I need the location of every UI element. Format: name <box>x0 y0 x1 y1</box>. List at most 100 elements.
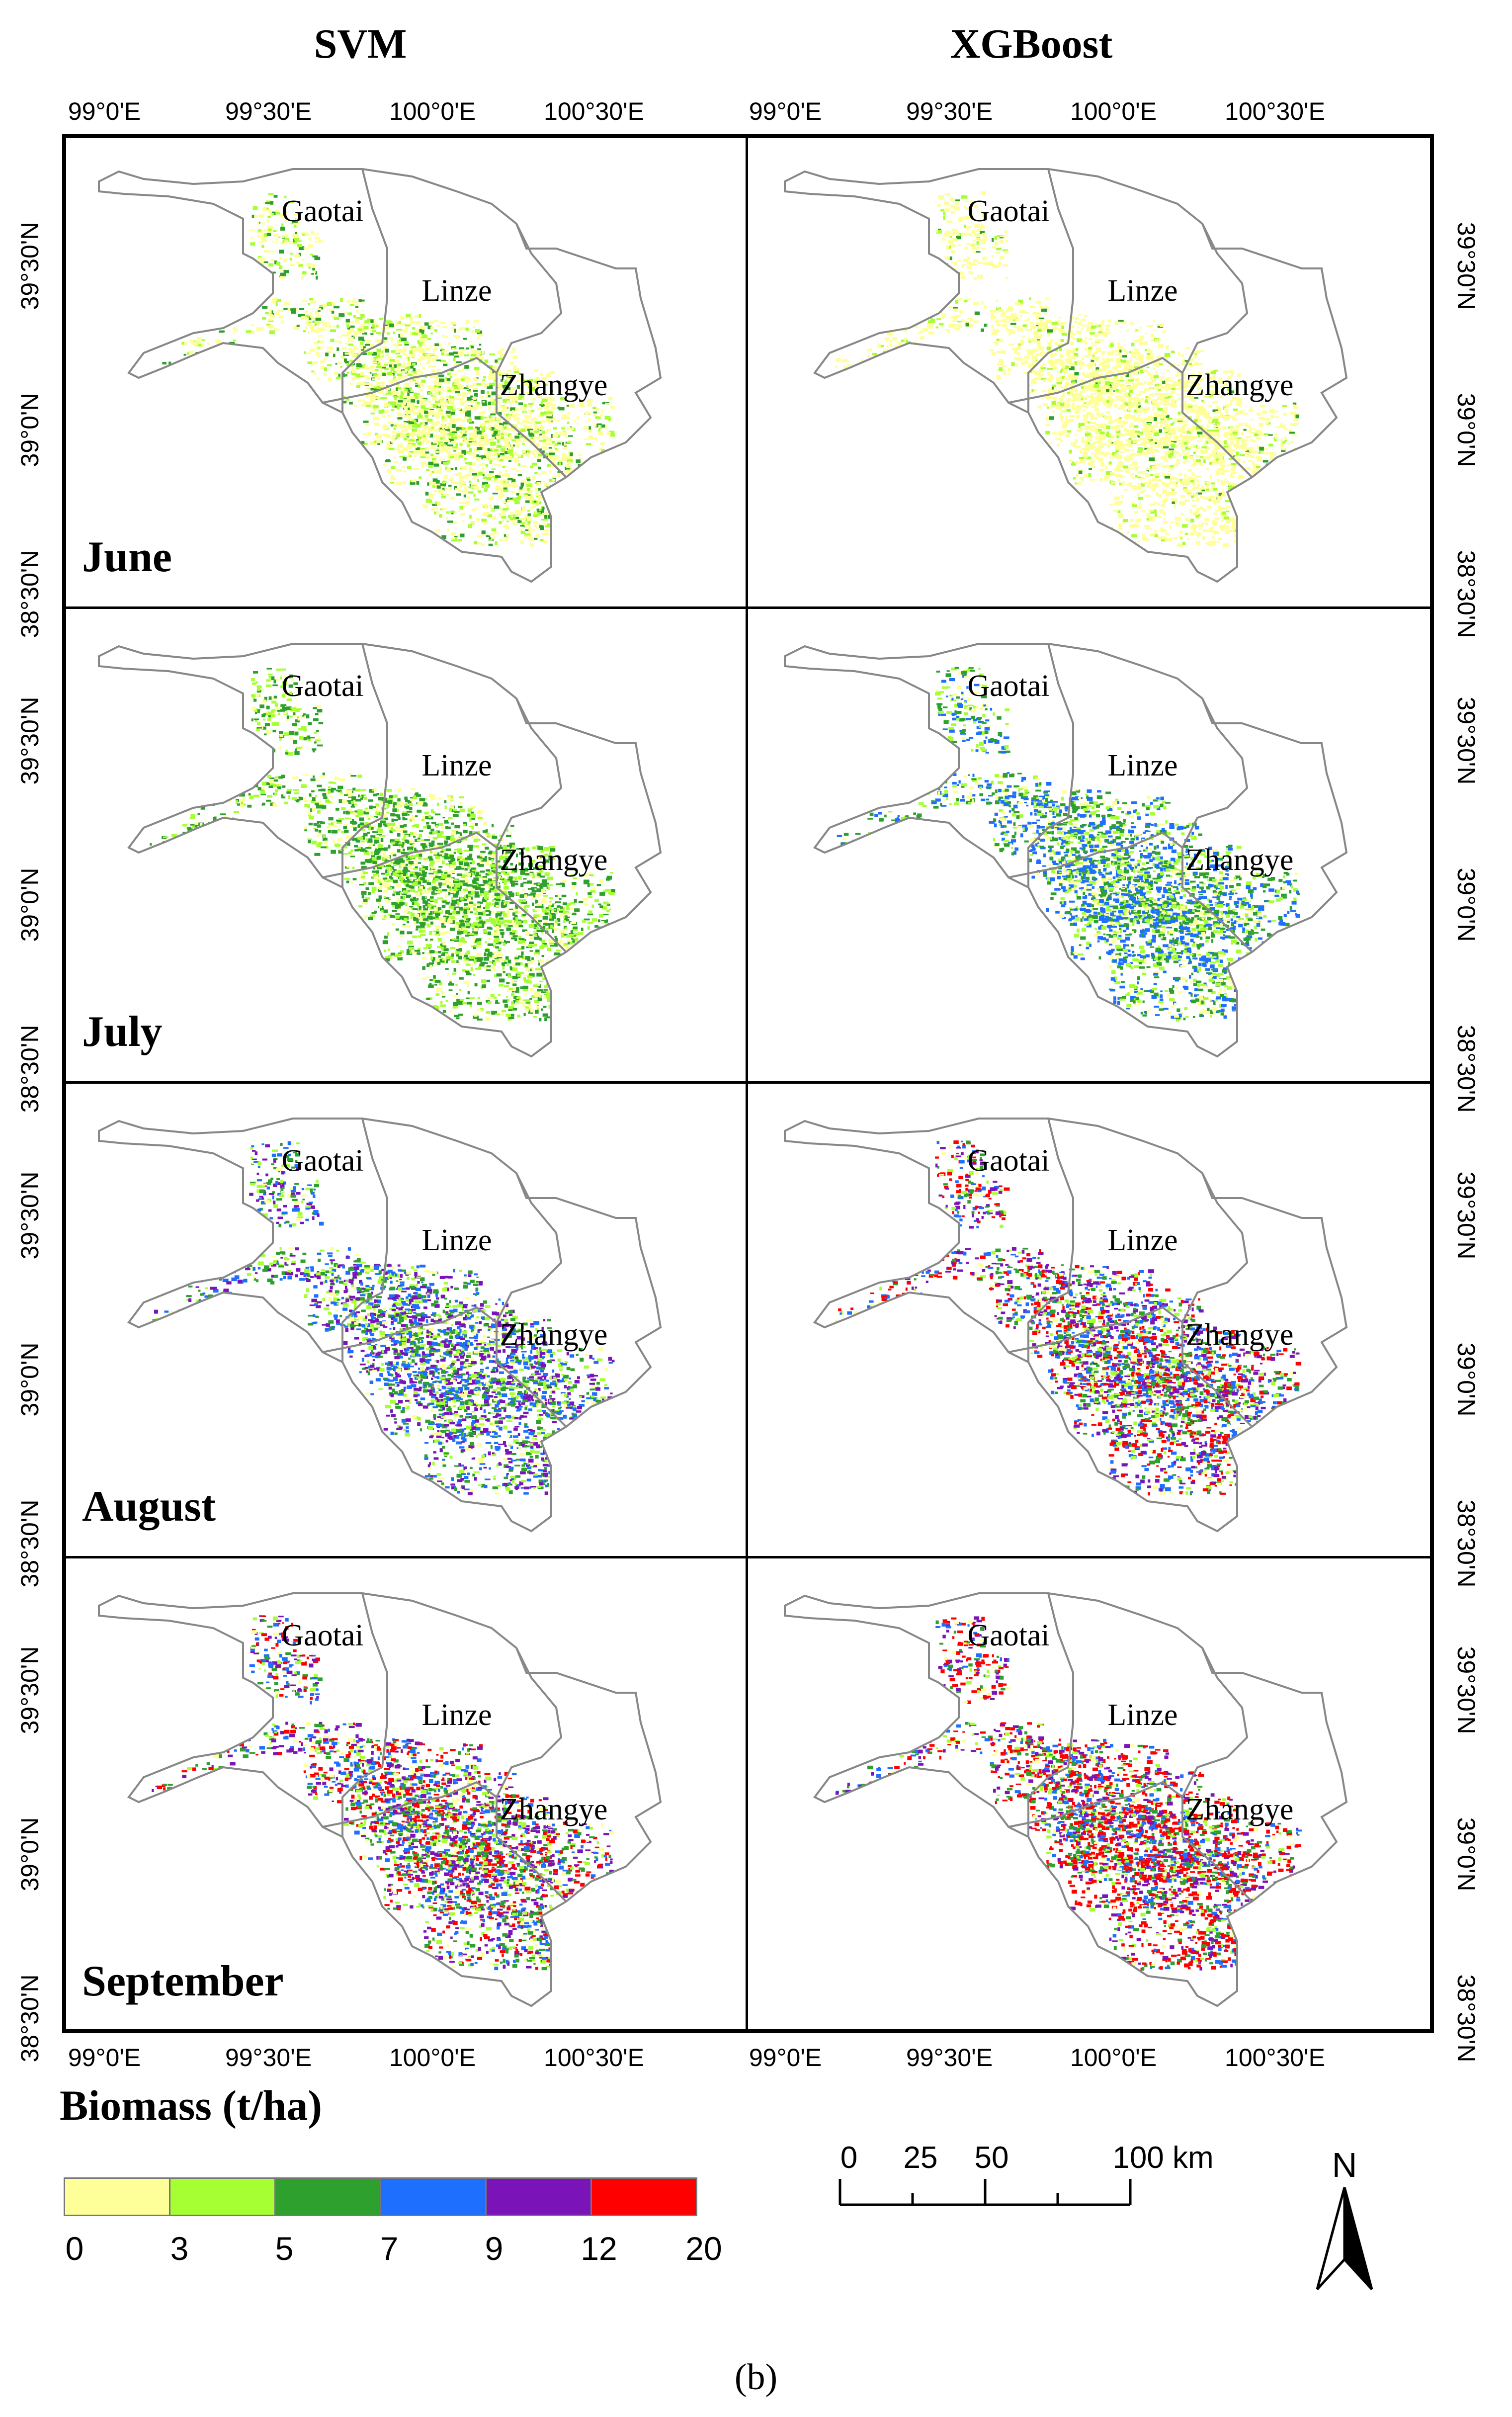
biomass-pixel <box>489 471 494 473</box>
biomass-pixel <box>403 364 406 367</box>
biomass-pixel <box>1135 475 1138 477</box>
biomass-pixel <box>495 479 499 483</box>
biomass-pixel <box>229 347 233 350</box>
biomass-pixel <box>365 332 367 335</box>
biomass-pixel <box>1125 439 1128 441</box>
biomass-pixel <box>562 530 569 532</box>
biomass-pixel <box>940 325 944 328</box>
biomass-pixel <box>402 481 407 485</box>
biomass-pixel <box>1166 369 1170 372</box>
biomass-pixel <box>1103 453 1108 457</box>
biomass-pixel <box>1093 384 1099 388</box>
biomass-pixel <box>967 257 970 260</box>
biomass-pixel <box>1230 475 1235 478</box>
biomass-pixel <box>1072 375 1079 379</box>
biomass-pixel <box>502 474 508 477</box>
biomass-pixel <box>559 432 562 435</box>
biomass-pixel <box>1069 331 1074 334</box>
biomass-pixel <box>317 237 320 240</box>
biomass-pixel <box>505 399 510 401</box>
biomass-pixel <box>267 215 271 218</box>
biomass-pixel <box>1150 442 1153 445</box>
biomass-pixel <box>461 505 466 508</box>
biomass-pixel <box>972 247 978 251</box>
biomass-pixel <box>185 376 190 379</box>
biomass-pixel <box>1109 438 1112 442</box>
biomass-pixel <box>1186 430 1191 434</box>
biomass-pixel <box>1197 386 1202 390</box>
biomass-pixel <box>614 505 617 510</box>
biomass-pixel <box>514 500 520 505</box>
biomass-pixel <box>1009 308 1013 312</box>
biomass-pixel <box>1150 335 1155 337</box>
biomass-pixel <box>527 517 531 521</box>
biomass-pixel <box>423 434 426 437</box>
biomass-pixel <box>353 378 359 380</box>
biomass-pixel <box>1092 353 1095 355</box>
biomass-pixel <box>604 533 608 535</box>
biomass-pixel <box>393 378 399 382</box>
biomass-pixel <box>605 495 610 499</box>
biomass-pixel <box>565 494 570 499</box>
biomass-pixel <box>527 388 531 390</box>
biomass-pixel <box>307 361 313 364</box>
biomass-pixel <box>533 520 538 524</box>
biomass-pixel <box>411 371 417 374</box>
biomass-pixel <box>275 209 279 213</box>
biomass-pixel <box>375 369 379 371</box>
biomass-pixel <box>1183 453 1187 456</box>
biomass-pixel <box>440 492 444 495</box>
biomass-pixel <box>434 511 436 515</box>
biomass-pixel <box>340 365 342 368</box>
biomass-pixel <box>1101 320 1105 325</box>
biomass-pixel <box>1165 358 1167 360</box>
biomass-pixel <box>1119 443 1125 446</box>
biomass-pixel <box>427 338 431 340</box>
biomass-pixel <box>1150 446 1153 450</box>
biomass-pixel <box>1217 452 1221 456</box>
biomass-pixel <box>530 450 534 454</box>
biomass-pixel <box>1135 329 1138 332</box>
biomass-pixel <box>1176 439 1182 441</box>
biomass-pixel <box>412 439 416 441</box>
biomass-pixel <box>439 404 443 406</box>
biomass-pixel <box>269 326 272 329</box>
biomass-pixel <box>279 315 284 319</box>
biomass-pixel <box>428 421 433 424</box>
biomass-pixel <box>449 487 452 491</box>
biomass-pixel <box>471 509 475 511</box>
biomass-pixel <box>1115 389 1119 392</box>
biomass-pixel <box>1092 377 1095 379</box>
biomass-pixel <box>515 400 518 403</box>
biomass-pixel <box>481 518 486 522</box>
biomass-pixel <box>1002 324 1008 327</box>
biomass-pixel <box>379 397 385 400</box>
biomass-pixel <box>1159 363 1163 365</box>
biomass-pixel <box>422 366 425 369</box>
biomass-pixel <box>1231 472 1237 474</box>
biomass-pixel <box>509 391 513 395</box>
biomass-pixel <box>566 531 570 534</box>
biomass-pixel <box>409 331 415 336</box>
biomass-pixel <box>965 323 969 327</box>
biomass-pixel <box>283 308 288 310</box>
biomass-pixel <box>1022 324 1027 327</box>
biomass-pixel <box>1227 388 1230 391</box>
biomass-pixel <box>468 441 472 443</box>
biomass-pixel <box>1066 398 1071 402</box>
biomass-pixel <box>1191 477 1197 481</box>
biomass-pixel <box>500 448 505 452</box>
biomass-pixel <box>333 326 336 328</box>
biomass-pixel <box>346 300 350 303</box>
biomass-pixel <box>498 428 504 430</box>
biomass-pixel <box>1039 352 1043 356</box>
biomass-pixel <box>1200 434 1203 438</box>
biomass-pixel <box>1225 404 1230 408</box>
biomass-pixel <box>478 436 482 439</box>
biomass-pixel <box>1158 442 1161 445</box>
biomass-pixel <box>314 371 316 375</box>
biomass-pixel <box>1198 475 1202 478</box>
biomass-pixel <box>405 327 409 330</box>
biomass-pixel <box>957 321 963 323</box>
biomass-pixel <box>268 263 273 267</box>
